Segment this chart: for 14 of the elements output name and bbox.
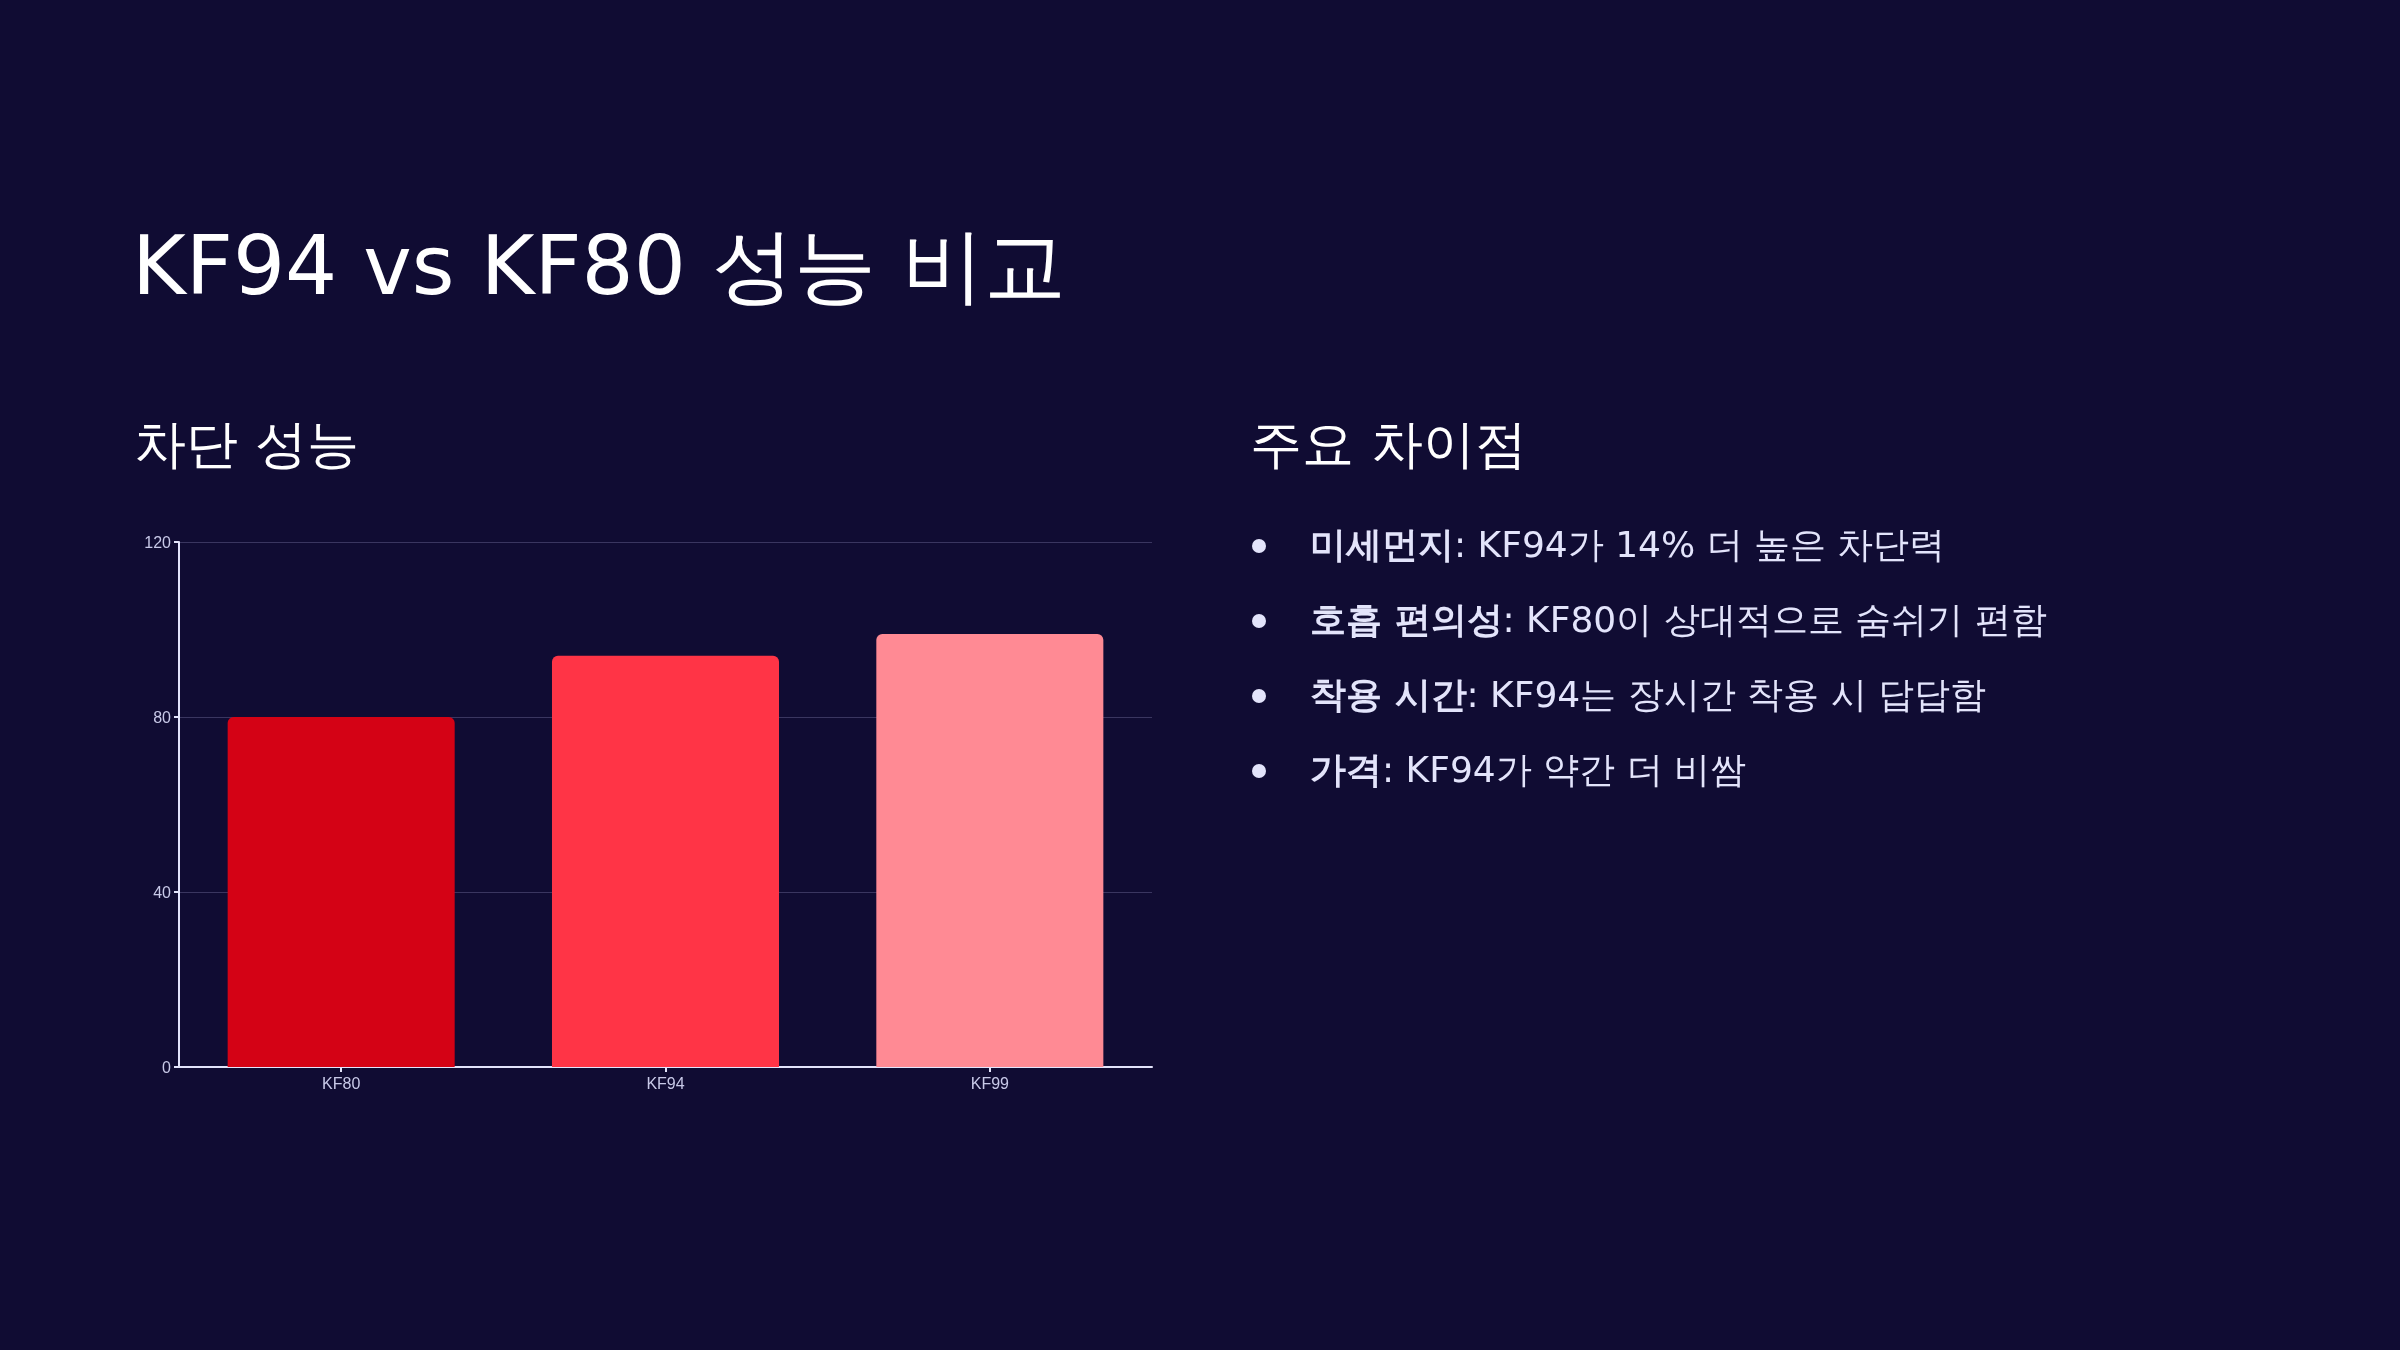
text: 가격: KF94가 약간 더 비쌈 bbox=[1309, 748, 1748, 792]
y-tick-label: 40 bbox=[153, 883, 172, 901]
x-tick-label: KF94 bbox=[646, 1074, 685, 1092]
y-tick-label: 120 bbox=[144, 533, 172, 551]
y-tick-label: 0 bbox=[162, 1058, 172, 1076]
x-tick-label: KF80 bbox=[322, 1074, 361, 1092]
text: 착용 시간: KF94는 장시간 착용 시 답답함 bbox=[1309, 673, 1987, 717]
text: 호흡 편의성: KF80이 상대적으로 숨쉬기 편함 bbox=[1309, 598, 2047, 642]
text: 주요 차이점 bbox=[1250, 413, 1527, 476]
x-tick-label: KF99 bbox=[970, 1074, 1010, 1092]
chart-subtitle: 차단 성능 bbox=[134, 413, 359, 476]
y-tick-label: 80 bbox=[153, 708, 172, 726]
chart-title: KF94 vs KF80 성능 비교 bbox=[132, 217, 1067, 315]
text: 미세먼지: KF94가 14% 더 높은 차단력 bbox=[1309, 523, 1947, 567]
